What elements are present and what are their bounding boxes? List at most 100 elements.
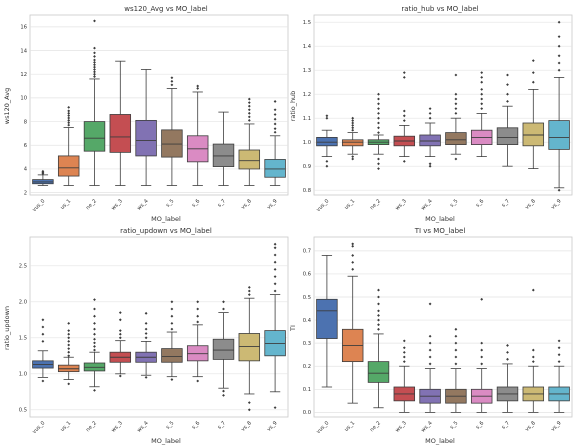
outlier-point [351,267,355,271]
subplot-ti: TI vs MO_label MO_label TI [289,227,465,445]
box [161,129,183,158]
x-axis-label: MO_label [151,437,181,445]
outlier-point [144,376,148,379]
outlier-point [67,105,71,109]
outlier-point [41,332,45,336]
chart-title: TI vs MO_label [414,227,466,235]
y-tick-label: 10 [20,96,27,102]
outlier-point [557,20,561,24]
outlier-point [480,80,484,84]
outlier-point [557,35,561,38]
outlier-point [351,116,355,120]
outlier-point [67,340,71,343]
outlier-point [93,348,96,352]
outlier-point [377,126,380,130]
outlier-point [428,162,432,166]
y-tick-label: 0.3 [303,341,311,347]
y-tick-label: 0.2 [303,364,311,370]
outlier-point [222,389,225,393]
outlier-point [351,119,355,122]
outlier-point [41,340,45,343]
outlier-point [170,322,174,325]
outlier-point [557,360,561,364]
plot-area: 0.8 0.9 1.0 1.1 1.2 1.3 1.4 1.5 vus_0 us_1 ne_2 ws_… [303,14,573,213]
outlier-point [273,246,277,250]
x-tick-label: vs_8 [240,420,252,432]
y-tick-label: 2.5 [19,264,27,270]
outlier-point [428,362,432,366]
y-tick-label: 14 [20,48,27,54]
outlier-point [402,355,406,359]
box [419,134,441,147]
x-tick-label: us_1 [344,198,357,211]
outlier-point [144,311,148,315]
outlier-point [480,362,484,366]
outlier-point [93,75,96,78]
y-axis-label: ratio_hub [289,91,297,122]
outlier-point [402,76,406,79]
x-tick-label: vs_9 [266,420,278,432]
outlier-point [170,300,174,304]
outlier-point [273,130,277,134]
x-tick-label: s_7 [217,198,227,208]
outlier-point [170,314,174,318]
outlier-point [67,114,71,118]
outlier-point [454,355,458,359]
subplot-ratio-updown: ratio_updown vs MO_label MO_label ratio_… [3,227,212,445]
outlier-point [480,348,484,352]
y-tick-label: 16 [20,25,27,31]
outlier-point [325,160,329,163]
outlier-point [480,76,484,79]
outlier-point [273,127,277,131]
x-tick-label: vus_0 [316,420,331,435]
chart-title: ratio_hub vs MO_label [401,5,478,13]
outlier-point [247,104,251,108]
outlier-point [377,107,380,110]
plot-area: 2 4 6 8 10 12 14 16 vus_0 us_1 ne_2 ws_3 ws_4 s_5 s_6 s… [20,14,289,213]
x-tick-label: s_5 [449,198,459,208]
outlier-point [247,408,251,412]
outlier-point [170,76,174,80]
x-tick-label: vs_9 [550,420,562,432]
outlier-point [351,121,355,125]
outlier-point [377,92,380,96]
outlier-point [170,378,174,381]
x-tick-label: ws_4 [420,198,434,212]
outlier-point [67,336,71,340]
x-tick-label: ws_4 [420,420,434,434]
box [496,127,519,146]
outlier-point [118,329,122,332]
outlier-point [93,58,96,62]
outlier-point [67,111,71,115]
outlier-point [67,121,71,125]
outlier-point [480,71,484,74]
outlier-point [273,108,277,112]
x-tick-label: s_6 [475,198,485,208]
outlier-point [428,348,432,352]
outlier-point [144,332,148,335]
y-tick-label: 1.0 [19,372,27,378]
outlier-point [428,107,432,110]
box [109,114,132,153]
plot-frame [313,14,573,196]
outlier-point [506,357,509,361]
outlier-point [222,394,225,397]
y-axis-label: ratio_updown [3,306,11,350]
outlier-point [144,322,148,325]
y-tick-label: 4 [24,167,28,173]
plot-frame [29,236,289,418]
x-tick-label: vus_0 [32,198,47,213]
y-tick-label: 1.1 [303,116,311,122]
outlier-point [480,297,484,301]
outlier-point [557,54,561,58]
outlier-point [351,242,355,246]
x-tick-label: s_7 [217,420,227,430]
y-tick-label: 0.4 [303,318,312,324]
outlier-point [93,46,96,50]
outlier-point [67,116,71,120]
outlier-point [402,114,406,118]
box [238,333,261,362]
outlier-point [93,307,96,311]
outlier-point [247,97,251,101]
outlier-point [531,288,535,292]
